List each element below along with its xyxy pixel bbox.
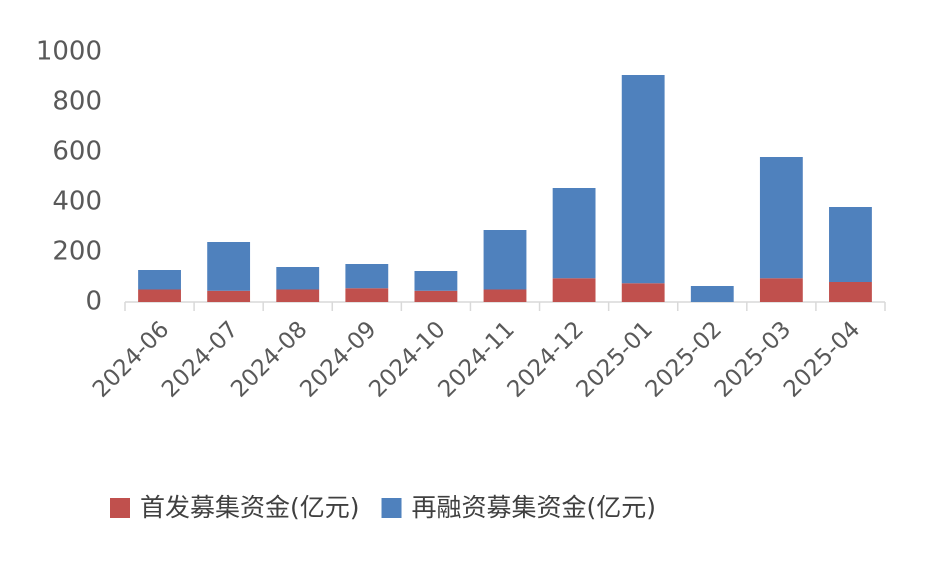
legend-label: 再融资募集资金(亿元): [412, 493, 657, 522]
bar-segment: [552, 188, 596, 279]
legend-swatch: [110, 498, 130, 518]
y-tick-label: 1000: [36, 37, 102, 67]
bar-segment: [690, 286, 734, 302]
y-tick-label: 200: [52, 237, 102, 267]
bar-segment: [276, 289, 320, 302]
y-tick-label: 400: [52, 187, 102, 217]
bar-segment: [483, 289, 527, 302]
bar-segment: [483, 230, 527, 290]
bar-segment: [138, 289, 181, 302]
bar-segment: [345, 288, 389, 302]
bar-segment: [621, 75, 665, 284]
bar-segment: [276, 267, 320, 290]
legend-swatch: [381, 498, 402, 518]
bar-segment: [552, 278, 596, 302]
legend-label: 首发募集资金(亿元): [140, 493, 360, 522]
bar-segment: [621, 283, 665, 302]
bar-segment: [207, 290, 251, 302]
x-tick-label: 2025-04: [779, 316, 865, 402]
bar-segment: [138, 270, 181, 290]
bar-segment: [829, 282, 872, 302]
bar-segment: [829, 207, 872, 282]
bar-segment: [414, 290, 458, 302]
bar-segment: [414, 271, 458, 291]
y-tick-label: 800: [52, 87, 102, 117]
bar-segment: [759, 278, 803, 302]
bar-segment: [345, 264, 389, 289]
y-tick-label: 0: [85, 287, 102, 317]
bar-segment: [759, 157, 803, 279]
bar-segment: [207, 242, 251, 291]
y-tick-label: 600: [52, 137, 102, 167]
